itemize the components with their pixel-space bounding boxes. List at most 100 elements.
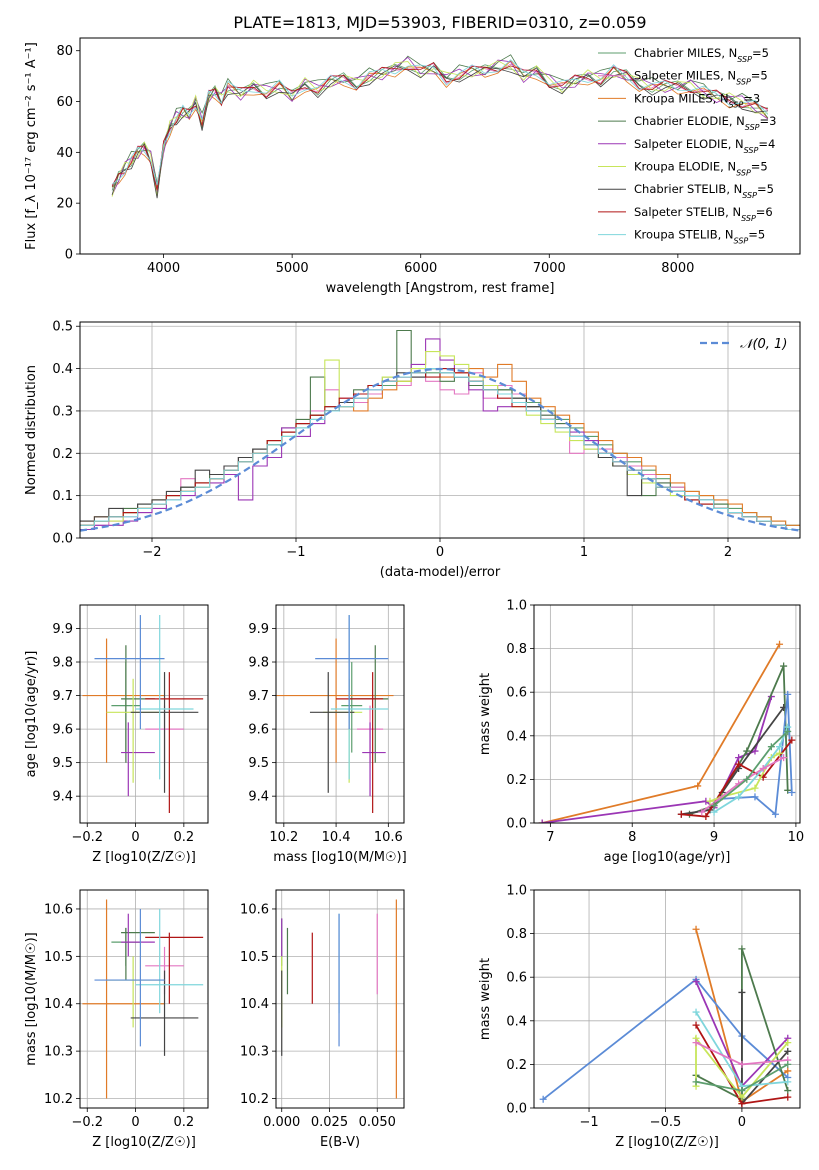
weight-marker <box>738 1093 746 1101</box>
y-tick-label: 0.6 <box>506 686 527 701</box>
legend-tail: =5 <box>748 228 765 242</box>
x-tick-label: −1 <box>286 545 305 560</box>
spectrum-line-salpeter_stelib <box>111 62 769 191</box>
x-axis-label: (data-model)/error <box>380 565 501 580</box>
weight-marker <box>751 747 759 755</box>
x-tick-label: 0 <box>131 830 139 845</box>
axes-frame <box>79 604 209 824</box>
weight-marker <box>784 1039 792 1047</box>
x-tick-label: −0.5 <box>650 1115 682 1130</box>
x-tick-label: 5000 <box>276 261 309 276</box>
y-tick-label: 0.1 <box>52 489 73 504</box>
x-axis-label: Z [log10(Z/Z☉)] <box>92 1135 196 1150</box>
weight-marker <box>767 743 775 751</box>
x-tick-label: 7 <box>546 830 554 845</box>
y-tick-label: 0.0 <box>52 532 73 547</box>
x-tick-label: 10.2 <box>269 830 298 845</box>
y-tick-label: 1.0 <box>506 884 527 899</box>
legend-label: Chabrier STELIB, NSSP=5 <box>634 182 774 200</box>
weight-line-kroupa_elodie <box>695 1035 789 1099</box>
mass-vs-extinction-panel: 0.000 0.025 0.050 10.2 10.3 10.4 10.5 10.6 E(B-V… <box>240 889 405 1150</box>
legend-subscript: SSP <box>734 236 749 245</box>
y-axis-label: Flux [f_λ 10⁻¹⁷ erg cm⁻² s⁻¹ A⁻¹] <box>24 42 39 250</box>
legend-subscript: SSP <box>729 100 744 109</box>
y-tick-label: 10.5 <box>44 950 73 965</box>
weight-marker <box>702 812 710 820</box>
weight-line-salpeter_miles <box>701 756 785 813</box>
legend-tail: =6 <box>756 205 773 219</box>
weight-marker <box>692 1021 700 1029</box>
y-tick-label: 0.0 <box>506 1102 527 1117</box>
y-tick-label: 9.9 <box>52 622 73 637</box>
x-tick-label: 6000 <box>404 261 437 276</box>
y-tick-label: 40 <box>56 146 73 161</box>
x-tick-label: 0.050 <box>359 1115 396 1130</box>
x-tick-label: 8000 <box>661 261 694 276</box>
weight-marker <box>771 810 779 818</box>
weight-marker <box>692 1008 700 1016</box>
weight-marker <box>743 775 751 783</box>
plot-area <box>281 899 397 1099</box>
weight-marker <box>784 786 792 794</box>
plot-area <box>111 54 769 199</box>
weight-vs-age-panel: 7 8 9 10 0.0 0.2 0.4 0.6 0.8 1.0 age [log10(age/yr… <box>478 599 804 866</box>
y-tick-label: 0.3 <box>52 404 73 419</box>
weight-marker <box>784 1060 792 1068</box>
weight-marker <box>743 747 751 755</box>
legend-subscript: SSP <box>741 213 756 222</box>
y-tick-label: 0.0 <box>506 817 527 832</box>
spectrum-line-chabrier_elodie <box>111 54 769 188</box>
weight-marker <box>784 1067 792 1075</box>
y-tick-label: 60 <box>56 95 73 110</box>
weight-marker <box>759 765 767 772</box>
x-tick-label: 10.6 <box>374 830 403 845</box>
legend-label: Kroupa STELIB, NSSP=5 <box>634 228 765 246</box>
weight-line-normal <box>542 978 789 1101</box>
plot-area <box>539 925 792 1108</box>
y-tick-label: 0.2 <box>52 447 73 462</box>
weight-marker <box>784 690 792 698</box>
y-tick-label: 10.6 <box>44 902 73 917</box>
x-axis-label: Z [log10(Z/Z☉)] <box>92 850 196 865</box>
weight-marker <box>738 1087 746 1095</box>
axes-frame <box>533 604 801 824</box>
weight-marker <box>784 1087 792 1095</box>
legend-tail: =4 <box>758 137 775 151</box>
axes-frame <box>275 604 405 824</box>
spectrum-panel: 4000 5000 6000 7000 8000 0 20 40 60 80 wavelength … <box>24 37 801 296</box>
y-tick-label: 10.2 <box>44 1092 73 1107</box>
residual-histogram-panel: −2 −1 0 1 2 0.0 0.1 0.2 0.3 0.4 0.5 (data-model)/er… <box>24 320 801 580</box>
axes-frame <box>79 889 209 1109</box>
legend-label: Salpeter ELODIE, NSSP=4 <box>634 137 775 155</box>
legend-subscript: SSP <box>737 55 752 64</box>
x-tick-label: 1 <box>580 545 588 560</box>
y-tick-label: 0.8 <box>506 927 527 942</box>
x-tick-label: 4000 <box>147 261 180 276</box>
x-tick-label: −2 <box>142 545 161 560</box>
axes-frame <box>79 37 801 255</box>
legend-label: Chabrier ELODIE, NSSP=3 <box>634 114 776 132</box>
weight-marker <box>710 808 718 816</box>
weight-marker <box>784 1078 792 1086</box>
y-tick-label: 1.0 <box>506 599 527 614</box>
x-tick-label: 2 <box>724 545 732 560</box>
y-tick-label: 0.2 <box>506 1058 527 1073</box>
x-tick-label: 0 <box>436 545 444 560</box>
y-tick-label: 10.2 <box>240 1092 269 1107</box>
y-axis-label: age [log10(age/yr)] <box>24 651 39 778</box>
plot-area <box>276 615 394 813</box>
legend-subscript: SSP <box>736 168 751 177</box>
y-axis-label: mass weight <box>478 673 493 755</box>
legend-label: Kroupa ELODIE, NSSP=5 <box>634 160 768 178</box>
weight-marker <box>784 1093 792 1101</box>
y-tick-label: 9.6 <box>52 723 73 738</box>
axes-frame <box>275 889 405 1109</box>
weight-marker <box>788 736 796 744</box>
y-axis-label: mass [log10(M/M☉)] <box>24 932 39 1065</box>
x-tick-label: 9 <box>710 830 718 845</box>
y-tick-label: 10.4 <box>44 997 73 1012</box>
y-tick-label: 9.7 <box>248 689 269 704</box>
y-axis-label: mass weight <box>478 958 493 1040</box>
legend-subscript: SSP <box>736 77 751 86</box>
plot-area <box>80 329 800 532</box>
